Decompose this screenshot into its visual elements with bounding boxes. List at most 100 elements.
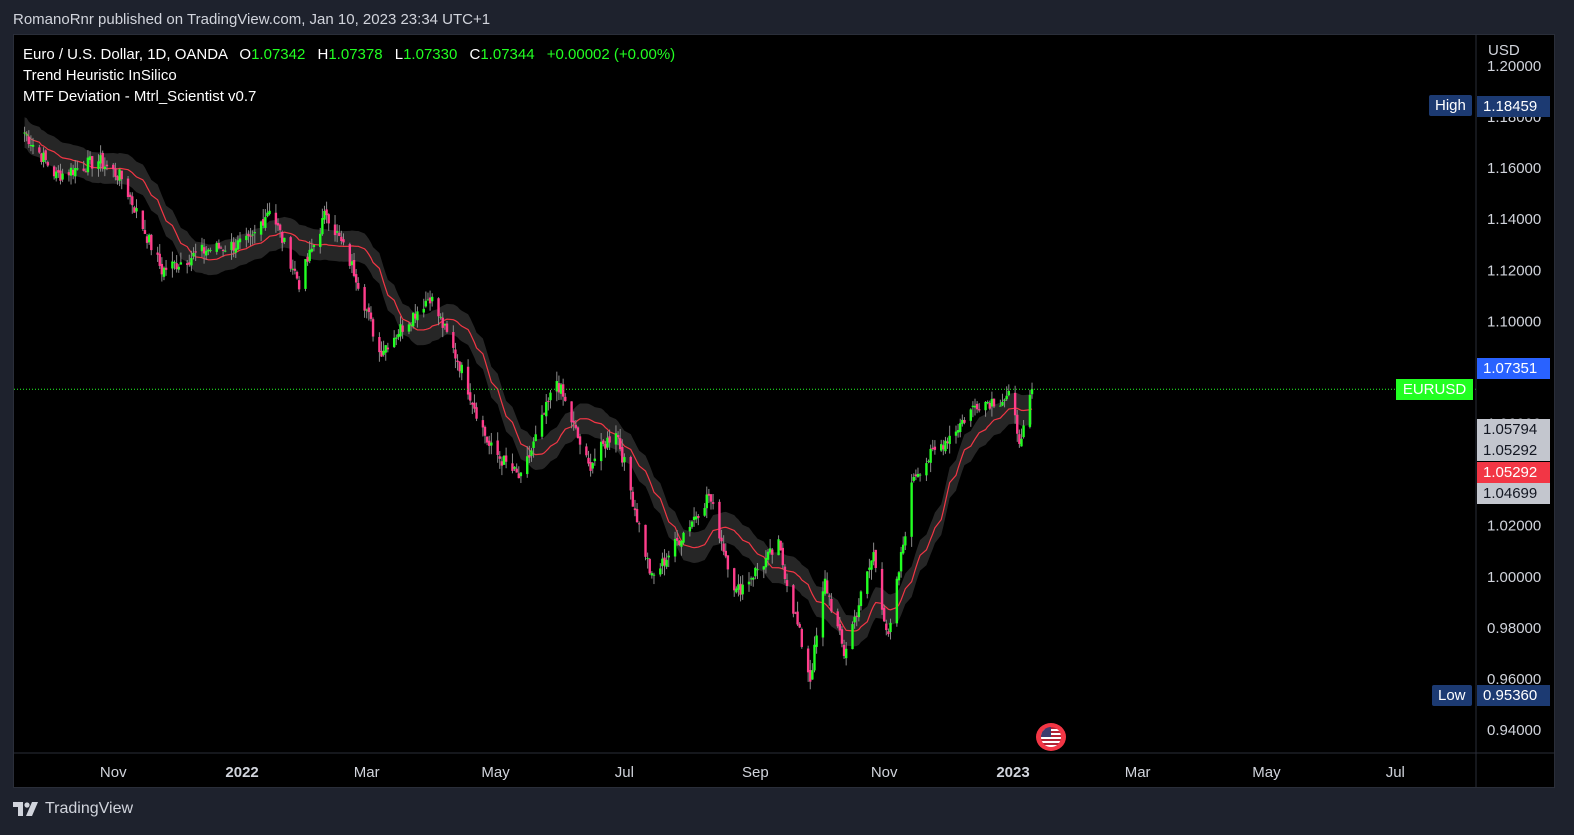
candle-body	[555, 381, 559, 392]
candle-body	[251, 234, 254, 236]
candle-body	[55, 171, 58, 179]
candle-body	[929, 448, 932, 463]
candle-body	[602, 440, 605, 444]
candle-body	[589, 461, 592, 471]
chart-area[interactable]: 1.20000 1.18000 1.16000 1.14000 1.12000 1.100…	[13, 34, 1555, 788]
price-tag-3: 1.05292	[1477, 462, 1550, 483]
candle-body	[490, 442, 493, 446]
candle-body	[644, 524, 647, 557]
candle-body	[857, 605, 861, 618]
candle-body	[971, 405, 975, 408]
candle-body	[635, 509, 639, 523]
candle-body	[796, 611, 799, 625]
candle-body	[652, 574, 656, 576]
candle-body	[325, 209, 328, 216]
candle-body	[188, 262, 191, 265]
candle-body	[895, 578, 899, 624]
candle-body	[711, 502, 715, 504]
candle-body	[874, 549, 877, 568]
candle-body	[323, 210, 326, 220]
candle-body	[880, 568, 884, 610]
candle-body	[143, 230, 147, 234]
candle-body	[217, 242, 221, 249]
candle-body	[576, 427, 580, 438]
footer-brand[interactable]: TradingView	[13, 800, 133, 818]
candle-body	[293, 268, 297, 271]
candle-body	[371, 319, 375, 337]
candle-body	[401, 325, 404, 332]
candle-body	[511, 463, 514, 471]
price-tick-label: 0.94000	[1487, 722, 1541, 739]
candle-body	[97, 161, 100, 169]
candle-body	[593, 458, 597, 462]
candle-body	[956, 430, 960, 433]
candle-body	[29, 145, 33, 147]
price-chart-svg[interactable]: 1.200001.180001.160001.140001.120001.100…	[14, 35, 1554, 787]
candle-body	[756, 569, 759, 571]
candle-body	[221, 249, 225, 251]
candle-body	[781, 547, 785, 566]
candle-body	[112, 164, 115, 170]
candle-body	[473, 402, 476, 409]
candle-body	[428, 297, 432, 304]
flag-inner-icon	[1041, 727, 1061, 747]
candle-body	[675, 537, 679, 541]
candle-body	[156, 252, 159, 255]
candle-body	[177, 266, 180, 270]
candle-body	[587, 457, 590, 464]
candle-body	[147, 234, 151, 243]
open-value: 1.07342	[251, 46, 306, 63]
candle-body	[369, 312, 373, 319]
us-flag-event-icon[interactable]	[1036, 723, 1066, 751]
candle-body	[335, 231, 339, 233]
candle-body	[44, 150, 47, 160]
candle-body	[720, 537, 723, 542]
candle-body	[815, 635, 818, 647]
candle-body	[703, 508, 706, 516]
candle-body	[352, 260, 356, 276]
candle-body	[783, 566, 787, 580]
candle-body	[1022, 425, 1025, 438]
candle-body	[942, 445, 945, 450]
candle-body	[445, 323, 449, 332]
price-tag-2: 1.05292	[1477, 440, 1550, 461]
candle-body	[733, 568, 736, 591]
candle-body	[99, 155, 102, 164]
candle-body	[399, 324, 402, 337]
candle-body	[606, 437, 609, 448]
candle-body	[179, 262, 183, 265]
candle-body	[899, 552, 903, 572]
candle-body	[424, 300, 428, 307]
candle-body	[540, 414, 544, 437]
candle-body	[245, 235, 248, 241]
candle-body	[678, 540, 681, 546]
price-tick-label: 0.98000	[1487, 620, 1541, 637]
candle-body	[200, 244, 204, 252]
price-tick-label: 1.12000	[1487, 262, 1541, 279]
trend-ma-line	[24, 131, 1033, 632]
symbol-name[interactable]: Euro / U.S. Dollar, 1D, OANDA	[23, 46, 228, 63]
indicator-trend-heuristic[interactable]: Trend Heuristic InSilico	[23, 67, 177, 84]
candle-body	[946, 441, 949, 444]
candle-body	[912, 476, 915, 481]
candle-body	[86, 157, 90, 173]
high-value-tag: 1.18459	[1477, 96, 1550, 117]
candle-body	[764, 557, 768, 568]
candle-body	[735, 588, 738, 593]
candle-body	[623, 457, 626, 463]
candle-body	[885, 623, 888, 631]
indicator-mtf-deviation[interactable]: MTF Deviation - Mtrl_Scientist v0.7	[23, 88, 257, 105]
candle-body	[105, 164, 109, 167]
candle-body	[496, 440, 499, 455]
candle-body	[333, 224, 337, 236]
candle-body	[274, 212, 278, 225]
candle-body	[663, 557, 666, 566]
chart-legend: Euro / U.S. Dollar, 1D, OANDA O1.07342 H…	[23, 44, 675, 107]
candle-body	[608, 436, 611, 443]
candle-body	[944, 440, 947, 452]
candle-body	[661, 558, 664, 567]
candle-body	[695, 516, 698, 520]
candle-body	[367, 307, 371, 313]
candle-body	[392, 337, 396, 348]
candle-body	[84, 171, 88, 173]
